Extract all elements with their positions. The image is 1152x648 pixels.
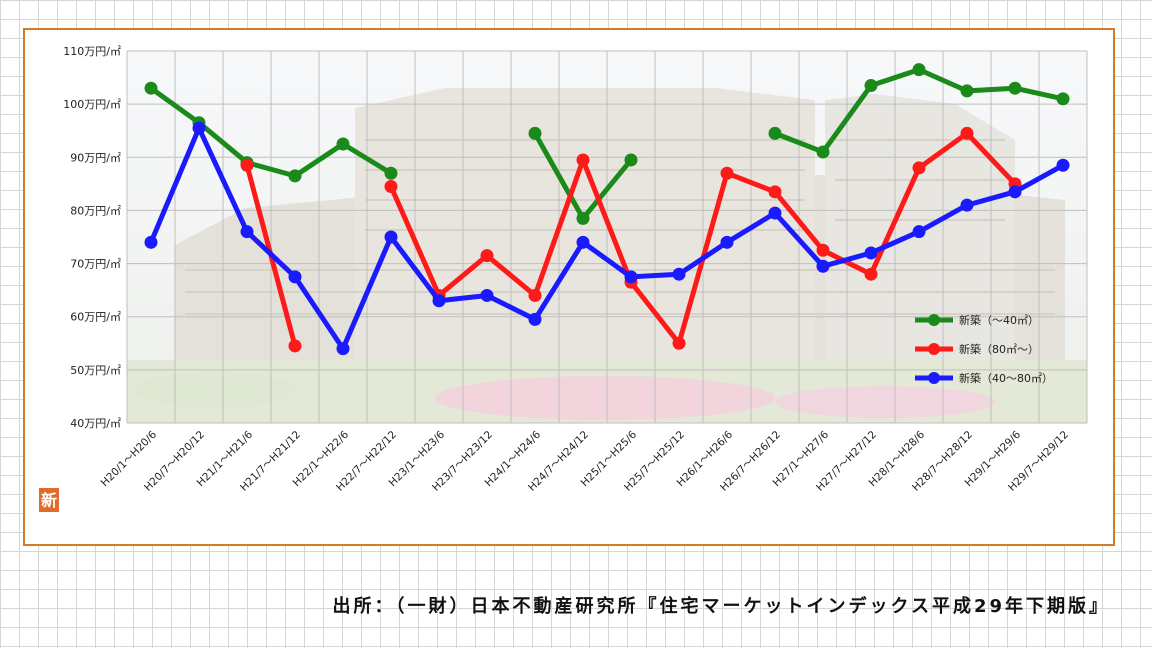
data-point-2	[576, 235, 590, 249]
data-point-0	[960, 84, 974, 98]
series-line-0	[148, 85, 394, 179]
data-point-2	[288, 270, 302, 284]
data-point-2	[864, 246, 878, 260]
data-point-0	[768, 126, 782, 140]
data-point-0	[384, 166, 398, 180]
data-point-1	[912, 161, 926, 175]
data-point-2	[528, 312, 542, 326]
data-point-1	[480, 249, 494, 263]
data-point-2	[144, 235, 158, 249]
data-point-1	[288, 339, 302, 353]
data-point-0	[144, 81, 158, 95]
data-point-1	[384, 180, 398, 194]
data-point-2	[1056, 158, 1070, 172]
data-point-1	[672, 336, 686, 350]
legend-label: 新築（～40㎡）	[959, 313, 1039, 327]
data-point-2	[960, 198, 974, 212]
data-point-2	[192, 121, 206, 135]
data-point-0	[864, 79, 878, 93]
data-point-2	[1008, 185, 1022, 199]
chart-frame: 40万円/㎡ 50万円/㎡ 60万円/㎡ 70万円/㎡ 80万円/㎡ 90万円/㎡ 100万…	[23, 28, 1115, 546]
data-point-1	[720, 166, 734, 180]
data-point-2	[432, 294, 446, 308]
data-point-1	[240, 158, 254, 172]
data-point-1	[768, 185, 782, 199]
y-tick-label: 90万円/㎡	[70, 151, 121, 164]
y-tick-label: 110万円/㎡	[63, 45, 121, 58]
data-point-2	[672, 267, 686, 281]
legend-label: 新築（40～80㎡）	[959, 371, 1053, 385]
data-point-2	[624, 270, 638, 284]
data-point-0	[528, 126, 542, 140]
y-tick-label: 50万円/㎡	[70, 364, 121, 377]
data-point-1	[576, 153, 590, 167]
data-point-2	[240, 225, 254, 239]
line-chart: 40万円/㎡ 50万円/㎡ 60万円/㎡ 70万円/㎡ 80万円/㎡ 90万円/㎡ 100万…	[39, 45, 1088, 512]
data-point-2	[336, 342, 350, 356]
data-point-2	[912, 225, 926, 239]
data-point-2	[480, 288, 494, 302]
y-tick-label: 40万円/㎡	[70, 417, 121, 430]
data-point-0	[1008, 81, 1022, 95]
data-point-0	[576, 211, 590, 225]
y-tick-label: 100万円/㎡	[63, 98, 121, 111]
data-point-0	[336, 137, 350, 151]
series-line-2	[148, 125, 1066, 352]
data-point-0	[288, 169, 302, 183]
logo-badge: 新	[39, 488, 59, 512]
data-point-0	[912, 63, 926, 77]
data-point-2	[384, 230, 398, 244]
y-tick-label: 60万円/㎡	[70, 311, 121, 324]
logo-char: 新	[41, 491, 57, 510]
y-tick-label: 70万円/㎡	[70, 258, 121, 271]
data-point-0	[1056, 92, 1070, 106]
source-citation: 出所：（一財）日本不動産研究所『住宅マーケットインデックス平成29年下期版』	[332, 596, 1110, 617]
data-point-2	[816, 259, 830, 273]
data-point-0	[624, 153, 638, 167]
data-point-1	[816, 243, 830, 257]
data-point-0	[816, 145, 830, 159]
data-point-1	[864, 267, 878, 281]
y-tick-label: 80万円/㎡	[70, 204, 121, 217]
legend-label: 新築（80㎡～）	[959, 342, 1039, 356]
legend-swatch-marker	[928, 314, 940, 326]
legend-swatch-marker	[928, 343, 940, 355]
data-point-2	[720, 235, 734, 249]
data-point-2	[768, 206, 782, 220]
legend-swatch-marker	[928, 372, 940, 384]
data-point-1	[960, 126, 974, 140]
data-point-1	[528, 288, 542, 302]
